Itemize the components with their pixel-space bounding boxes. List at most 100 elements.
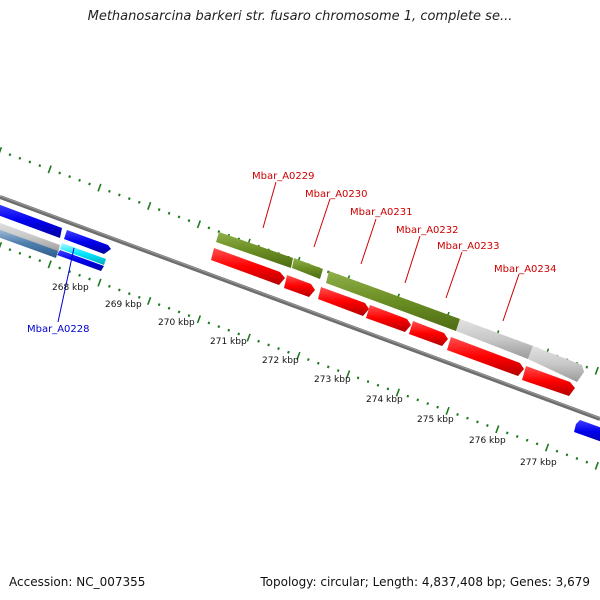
minor-tick xyxy=(187,219,191,223)
gene-blue-right[interactable] xyxy=(574,420,600,443)
minor-tick xyxy=(108,189,111,193)
minor-tick xyxy=(88,277,91,281)
gene-red-4[interactable] xyxy=(366,305,411,332)
gene-gray-left[interactable] xyxy=(0,221,60,253)
minor-tick xyxy=(486,424,489,427)
major-tick xyxy=(594,461,599,470)
gene-red-3[interactable] xyxy=(318,287,369,316)
gene-blue-left[interactable] xyxy=(0,203,62,238)
major-tick xyxy=(594,366,599,375)
minor-tick xyxy=(426,402,430,406)
scale-label: 274 kbp xyxy=(366,395,403,405)
gene-mbar-a0229[interactable] xyxy=(216,232,293,268)
gene-red-2[interactable] xyxy=(284,275,315,297)
minor-tick xyxy=(78,273,81,277)
gene-mbar-a0231[interactable] xyxy=(326,271,460,331)
gene-label[interactable]: Mbar_A0232 xyxy=(396,225,459,236)
major-tick xyxy=(147,296,152,305)
major-tick xyxy=(395,388,401,397)
minor-tick xyxy=(177,310,181,314)
scale-label: 273 kbp xyxy=(314,375,351,385)
minor-tick xyxy=(267,343,270,347)
scale-label: 269 kbp xyxy=(105,300,142,310)
minor-tick xyxy=(326,270,330,274)
scale-label: 275 kbp xyxy=(417,415,454,425)
backbone xyxy=(0,195,600,421)
genes-forward-inner xyxy=(0,221,106,271)
minor-tick xyxy=(38,164,42,168)
gene-red-7[interactable] xyxy=(522,366,575,396)
scale-label: 276 kbp xyxy=(469,436,506,446)
gene-label[interactable]: Mbar_A0229 xyxy=(252,171,315,182)
gene-cyan[interactable] xyxy=(60,243,106,265)
minor-tick xyxy=(326,365,330,369)
minor-tick xyxy=(376,383,380,387)
major-tick xyxy=(0,146,3,154)
minor-tick xyxy=(18,251,22,255)
major-tick xyxy=(97,183,102,192)
minor-tick xyxy=(18,156,22,160)
gene-blue-lower[interactable] xyxy=(57,250,104,271)
gene-gray-b[interactable] xyxy=(528,346,584,382)
minor-tick xyxy=(38,259,42,263)
minor-tick xyxy=(456,413,459,417)
major-tick xyxy=(147,201,152,210)
minor-tick xyxy=(118,193,121,197)
gene-mbar-a0230[interactable] xyxy=(292,258,323,279)
minor-tick xyxy=(585,365,589,369)
minor-tick xyxy=(316,361,320,365)
gene-label[interactable]: Mbar_A0233 xyxy=(437,241,500,252)
gene-labels: Mbar_A0229 Mbar_A0230 Mbar_A0231 Mbar_A0… xyxy=(27,171,557,335)
minor-tick xyxy=(476,420,479,424)
gene-label[interactable]: Mbar_A0231 xyxy=(350,207,413,218)
minor-tick xyxy=(108,284,111,288)
gene-red-5[interactable] xyxy=(409,321,448,346)
minor-tick xyxy=(525,438,529,442)
minor-tick xyxy=(436,405,440,409)
minor-tick xyxy=(237,332,241,336)
topology-summary: Topology: circular; Length: 4,837,408 bp… xyxy=(260,575,590,589)
minor-tick xyxy=(217,230,221,234)
gene-blue-arrow[interactable] xyxy=(64,230,111,254)
minor-tick xyxy=(157,208,161,212)
gene-label[interactable]: Mbar_A0230 xyxy=(305,189,368,200)
major-tick xyxy=(296,351,301,360)
map-title: Methanosarcina barkeri str. fusaro chrom… xyxy=(87,9,513,24)
minor-tick xyxy=(207,226,211,230)
gene-steel-left[interactable] xyxy=(0,228,58,258)
minor-tick xyxy=(28,255,32,259)
genes-reverse xyxy=(211,248,600,443)
minor-tick xyxy=(575,457,579,460)
minor-tick xyxy=(287,350,290,354)
minor-tick xyxy=(505,431,509,435)
scale-label: 277 kbp xyxy=(520,458,557,468)
gene-gray-a[interactable] xyxy=(456,319,533,359)
minor-tick xyxy=(535,442,539,446)
major-tick xyxy=(445,406,450,415)
minor-tick xyxy=(515,435,519,438)
minor-tick xyxy=(127,292,131,296)
minor-tick xyxy=(306,358,310,362)
major-tick xyxy=(196,315,202,324)
gene-label[interactable]: Mbar_A0234 xyxy=(494,264,557,275)
minor-tick xyxy=(8,153,12,157)
minor-tick xyxy=(58,171,62,175)
major-tick xyxy=(495,425,500,434)
gene-label[interactable]: Mbar_A0228 xyxy=(27,324,90,335)
minor-tick xyxy=(68,175,71,179)
minor-tick xyxy=(167,211,171,215)
minor-tick xyxy=(336,369,340,373)
minor-tick xyxy=(565,453,569,457)
gene-red-1[interactable] xyxy=(211,248,285,285)
minor-tick xyxy=(28,160,32,164)
minor-tick xyxy=(177,215,181,219)
minor-tick xyxy=(137,295,141,299)
genes-forward-outer xyxy=(0,203,584,382)
minor-tick xyxy=(227,328,231,332)
minor-tick xyxy=(68,270,71,274)
gene-red-6[interactable] xyxy=(447,337,524,376)
minor-tick xyxy=(406,394,410,398)
minor-tick xyxy=(356,376,360,380)
minor-tick xyxy=(585,460,589,464)
minor-tick xyxy=(167,306,171,310)
